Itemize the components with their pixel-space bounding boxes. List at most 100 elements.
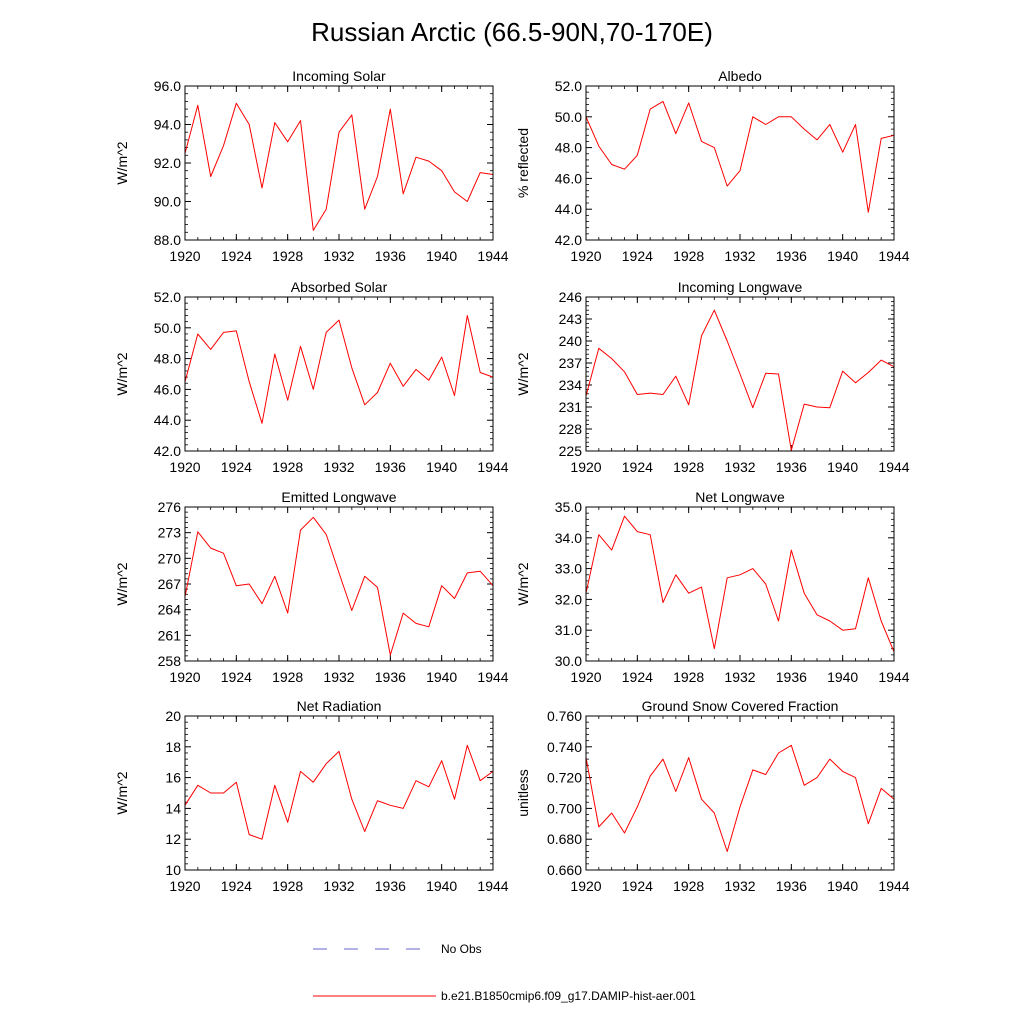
x-tick-label: 1924	[221, 669, 252, 685]
y-tick-label: 35.0	[555, 499, 582, 515]
plot-frame-incoming-longwave	[585, 296, 895, 452]
x-tick-label: 1936	[375, 459, 406, 475]
x-tick-label: 1944	[878, 669, 909, 685]
x-tick-label: 1928	[272, 248, 303, 264]
series-line-incoming-solar	[184, 102, 494, 231]
y-axis-label-albedo: % reflected	[515, 128, 531, 198]
y-tick-label: 0.660	[547, 862, 582, 878]
panel-absorbed-solar: Absorbed Solar W/m^2 1920 1924 1928 1932 1936 1…	[114, 279, 509, 475]
y-tick-label: 225	[559, 443, 583, 459]
x-tick-label: 1944	[878, 248, 909, 264]
x-tick-label: 1940	[426, 459, 457, 475]
x-tick-label: 1944	[477, 669, 508, 685]
x-tick-label: 1936	[375, 878, 406, 894]
panel-title-incoming-longwave: Incoming Longwave	[678, 279, 803, 295]
panel-title-ground-snow-covered-fraction: Ground Snow Covered Fraction	[642, 698, 839, 714]
panels-container: Incoming Solar W/m^2 1920 1924 1928 1932 1936 1…	[114, 68, 910, 894]
x-tick-label: 1928	[673, 669, 704, 685]
y-tick-label: 240	[559, 333, 583, 349]
y-tick-label: 32.0	[555, 591, 582, 607]
x-tick-label: 1944	[878, 459, 909, 475]
x-tick-label: 1920	[169, 878, 200, 894]
x-tick-label: 1944	[477, 248, 508, 264]
x-tick-label: 1936	[776, 669, 807, 685]
panel-incoming-longwave: Incoming Longwave W/m^2 1920 1924 1928 1932 19…	[515, 279, 910, 475]
y-tick-label: 270	[158, 550, 182, 566]
x-tick-label: 1944	[878, 878, 909, 894]
y-tick-label: 88.0	[154, 232, 181, 248]
plot-frame-incoming-solar	[184, 85, 494, 241]
y-tick-label: 228	[559, 421, 583, 437]
x-tick-label: 1932	[724, 878, 755, 894]
x-tick-label: 1932	[724, 459, 755, 475]
series-line-absorbed-solar	[184, 315, 494, 424]
y-tick-label: 0.740	[547, 739, 582, 755]
y-tick-label: 44.0	[154, 412, 181, 428]
y-tick-label: 42.0	[154, 443, 181, 459]
panel-title-albedo: Albedo	[718, 68, 762, 84]
figure-title: Russian Arctic (66.5-90N,70-170E)	[311, 17, 713, 47]
x-tick-label: 1920	[169, 248, 200, 264]
y-tick-label: 0.720	[547, 770, 582, 786]
x-tick-label: 1936	[776, 878, 807, 894]
panel-title-net-radiation: Net Radiation	[297, 698, 382, 714]
y-tick-label: 52.0	[555, 78, 582, 94]
y-tick-label: 96.0	[154, 78, 181, 94]
y-axis-label-net-radiation: W/m^2	[114, 771, 130, 814]
panel-emitted-longwave: Emitted Longwave W/m^2 1920 1924 1928 1932 193…	[114, 489, 509, 685]
y-tick-label: 33.0	[555, 561, 582, 577]
x-tick-label: 1928	[673, 878, 704, 894]
y-tick-label: 48.0	[555, 140, 582, 156]
panel-title-absorbed-solar: Absorbed Solar	[291, 279, 388, 295]
x-tick-label: 1928	[673, 248, 704, 264]
x-tick-label: 1940	[827, 459, 858, 475]
x-tick-label: 1936	[375, 669, 406, 685]
y-axis-label-emitted-longwave: W/m^2	[114, 562, 130, 605]
x-tick-label: 1944	[477, 459, 508, 475]
y-tick-label: 31.0	[555, 622, 582, 638]
x-tick-label: 1920	[570, 459, 601, 475]
x-tick-label: 1940	[827, 669, 858, 685]
y-tick-label: 20	[165, 708, 181, 724]
y-tick-label: 276	[158, 499, 182, 515]
panel-ground-snow-covered-fraction: Ground Snow Covered Fraction unitless 1920…	[515, 698, 910, 894]
y-tick-label: 34.0	[555, 530, 582, 546]
x-tick-label: 1928	[272, 669, 303, 685]
x-tick-label: 1924	[221, 878, 252, 894]
x-tick-label: 1936	[375, 248, 406, 264]
y-tick-label: 243	[559, 311, 583, 327]
x-tick-label: 1932	[323, 248, 354, 264]
y-tick-label: 48.0	[154, 351, 181, 367]
plot-frame-absorbed-solar	[184, 296, 494, 452]
x-tick-label: 1924	[221, 248, 252, 264]
y-axis-label-incoming-longwave: W/m^2	[515, 352, 531, 395]
series-line-net-longwave	[585, 515, 895, 652]
y-tick-label: 42.0	[555, 232, 582, 248]
series-line-net-radiation	[184, 744, 494, 840]
panel-net-longwave: Net Longwave W/m^2 1920 1924 1928 1932 1936 194…	[515, 489, 910, 685]
x-tick-label: 1936	[776, 248, 807, 264]
plot-frame-net-longwave	[585, 506, 895, 662]
x-tick-label: 1940	[827, 248, 858, 264]
y-tick-label: 237	[559, 355, 583, 371]
x-tick-label: 1920	[570, 878, 601, 894]
y-tick-label: 234	[559, 377, 583, 393]
y-tick-label: 0.700	[547, 800, 582, 816]
x-tick-label: 1920	[570, 248, 601, 264]
series-line-ground-snow-covered-fraction	[585, 744, 895, 852]
y-tick-label: 0.680	[547, 831, 582, 847]
x-tick-label: 1940	[426, 878, 457, 894]
y-tick-label: 0.760	[547, 708, 582, 724]
x-tick-label: 1920	[169, 669, 200, 685]
y-axis-label-ground-snow-covered-fraction: unitless	[515, 769, 531, 816]
y-tick-label: 16	[165, 770, 181, 786]
legend: No Obs b.e21.B1850cmip6.f09_g17.DAMIP-his…	[313, 942, 696, 1003]
x-tick-label: 1924	[622, 248, 653, 264]
y-tick-label: 50.0	[555, 109, 582, 125]
x-tick-label: 1924	[622, 669, 653, 685]
y-tick-label: 92.0	[154, 155, 181, 171]
panel-net-radiation: Net Radiation W/m^2 1920 1924 1928 1932 1936 19…	[114, 698, 509, 894]
plot-frame-ground-snow-covered-fraction	[585, 715, 895, 871]
x-tick-label: 1940	[426, 248, 457, 264]
panel-title-net-longwave: Net Longwave	[695, 489, 785, 505]
